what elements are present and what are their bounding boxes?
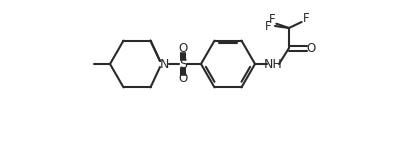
Text: O: O bbox=[179, 73, 187, 86]
Text: NH: NH bbox=[264, 58, 282, 70]
Text: F: F bbox=[303, 11, 310, 24]
Text: S: S bbox=[179, 58, 187, 70]
Text: N: N bbox=[159, 58, 169, 70]
Text: F: F bbox=[265, 20, 271, 32]
Text: O: O bbox=[179, 42, 187, 55]
Text: O: O bbox=[306, 41, 316, 55]
Text: F: F bbox=[269, 13, 276, 26]
